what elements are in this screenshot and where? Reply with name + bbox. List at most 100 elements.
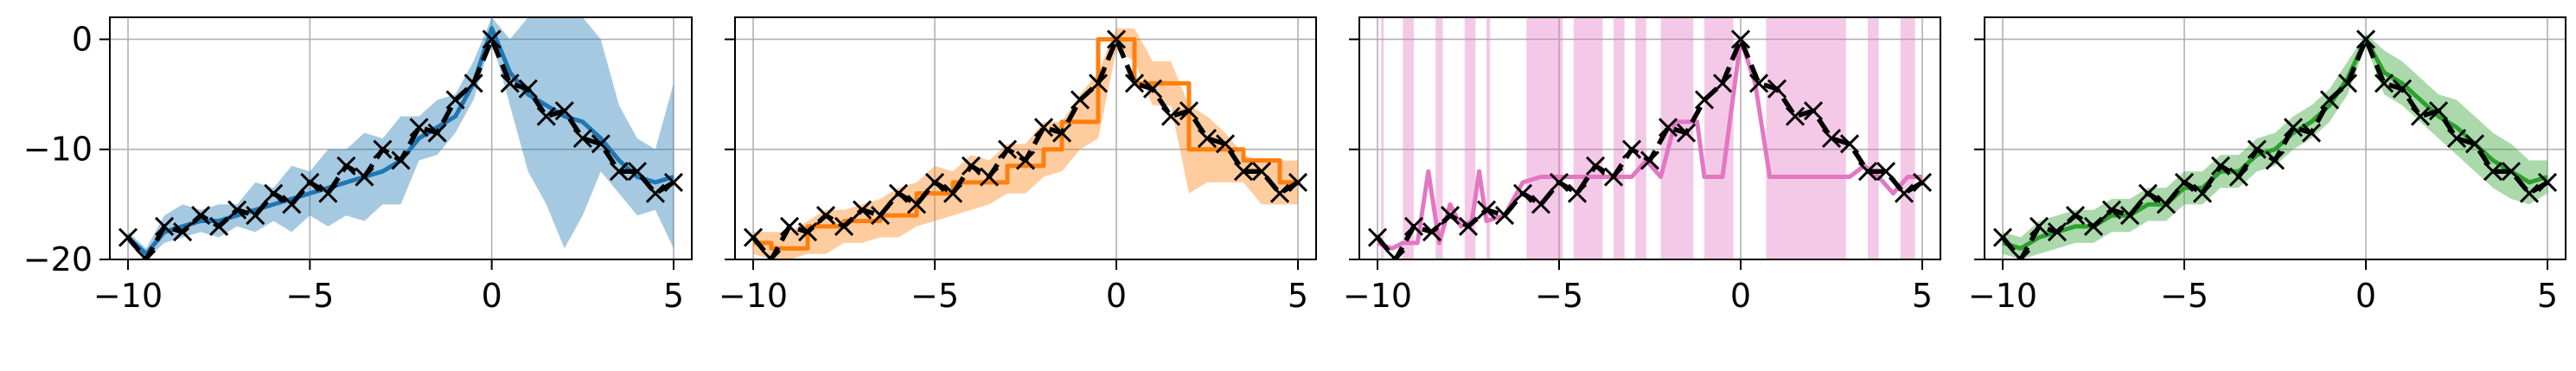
observation-marker xyxy=(2428,101,2449,121)
observation-marker xyxy=(209,216,229,236)
uncertainty-band xyxy=(1464,17,1476,259)
observation-marker xyxy=(1015,150,1036,170)
subplot-1: −10 −5 0 50−10−20 xyxy=(23,16,693,315)
observation-marker xyxy=(1033,118,1054,138)
x-tick-label: 5 xyxy=(1912,277,1933,315)
uncertainty-band xyxy=(1486,17,1491,259)
observation-marker xyxy=(2192,183,2213,203)
observation-marker xyxy=(1367,227,1388,247)
observation-marker xyxy=(1269,183,1290,203)
observation-marker xyxy=(591,134,610,154)
x-tick-label: −5 xyxy=(285,277,334,315)
observation-marker xyxy=(1839,134,1860,154)
x-tick-label: −10 xyxy=(1968,277,2037,315)
observation-marker xyxy=(761,249,782,259)
observation-marker xyxy=(1821,128,1842,149)
observation-marker xyxy=(2010,249,2031,259)
observation-marker xyxy=(870,206,891,226)
uncertainty-band xyxy=(1660,17,1694,259)
x-tick-label: 5 xyxy=(663,277,684,315)
observation-marker xyxy=(227,200,247,220)
observation-marker xyxy=(2446,128,2467,149)
axes-frame xyxy=(734,16,1317,260)
observation-marker xyxy=(997,139,1018,159)
observation-marker xyxy=(924,172,945,192)
uncertainty-band xyxy=(1868,17,1879,259)
observation-marker xyxy=(2464,134,2485,154)
observation-marker xyxy=(1215,134,1236,154)
observation-marker xyxy=(1403,216,1424,236)
x-tick-label: −5 xyxy=(1535,277,1583,315)
uncertainty-band xyxy=(1435,17,1443,259)
observation-marker xyxy=(627,162,647,182)
observation-marker xyxy=(355,167,374,187)
uncertainty-band xyxy=(1614,17,1625,259)
observation-marker xyxy=(2247,139,2267,159)
observation-marker xyxy=(1549,172,1569,192)
observation-marker xyxy=(427,123,447,143)
subplot-3: −10 −5 0 5 xyxy=(1343,16,1941,315)
observation-marker xyxy=(1197,128,1218,149)
observation-marker xyxy=(173,222,193,242)
observation-marker xyxy=(1730,29,1751,49)
observation-marker xyxy=(1070,90,1090,110)
observation-marker xyxy=(797,222,818,242)
observation-marker xyxy=(1288,172,1308,192)
observation-marker xyxy=(1748,74,1769,93)
uncertainty-band xyxy=(128,17,674,259)
uncertainty-band xyxy=(1900,17,1915,259)
observation-marker xyxy=(2119,206,2140,226)
observation-marker xyxy=(1603,167,1624,187)
observation-marker xyxy=(1785,106,1806,126)
observation-marker xyxy=(1531,195,1551,214)
observation-marker xyxy=(2337,74,2358,93)
observation-marker xyxy=(1458,216,1479,236)
x-tick-label: 5 xyxy=(2537,277,2558,315)
observation-marker xyxy=(645,183,665,203)
observation-marker xyxy=(815,206,836,226)
observation-marker xyxy=(779,216,800,236)
observation-marker xyxy=(2174,172,2195,192)
observation-marker xyxy=(663,172,684,192)
observation-marker xyxy=(2283,118,2304,138)
observation-marker xyxy=(1694,90,1715,110)
observation-marker xyxy=(2374,74,2394,93)
observation-marker xyxy=(1585,156,1606,176)
observation-marker xyxy=(609,162,629,182)
observation-marker xyxy=(2265,150,2285,170)
observation-marker xyxy=(318,183,338,203)
plot-area xyxy=(1992,29,2558,259)
x-tick-label: −10 xyxy=(1343,277,1412,315)
observation-marker xyxy=(264,183,284,203)
x-tick-label: 0 xyxy=(2355,277,2376,315)
observation-marker xyxy=(1712,74,1733,93)
observation-marker xyxy=(191,206,211,226)
observation-marker xyxy=(1876,162,1896,182)
observation-marker xyxy=(1640,150,1660,170)
observation-marker xyxy=(906,195,927,214)
observation-marker xyxy=(118,227,138,247)
observation-marker xyxy=(2519,183,2540,203)
observation-marker xyxy=(1803,101,1824,121)
observation-marker xyxy=(1051,123,1072,143)
observation-marker xyxy=(1676,123,1697,143)
subplot-2: −10 −5 0 5 xyxy=(719,16,1317,315)
observation-marker xyxy=(463,74,483,93)
observation-marker xyxy=(1160,106,1181,126)
observation-marker xyxy=(2156,195,2176,214)
observation-marker xyxy=(852,200,873,220)
y-tick-label: 0 xyxy=(72,20,93,58)
x-tick-label: 0 xyxy=(482,277,502,315)
y-tick-label: −20 xyxy=(23,240,93,278)
observation-marker xyxy=(2210,156,2231,176)
axes-frame xyxy=(1358,16,1941,260)
x-tick-label: −10 xyxy=(719,277,788,315)
uncertainty-band xyxy=(1381,17,1384,259)
observation-marker xyxy=(500,74,520,93)
x-tick-label: 5 xyxy=(1288,277,1308,315)
observation-marker xyxy=(554,101,574,121)
observation-marker xyxy=(2501,162,2522,182)
observation-marker xyxy=(409,118,429,138)
observation-marker xyxy=(572,128,592,149)
observation-marker xyxy=(1992,227,2013,247)
